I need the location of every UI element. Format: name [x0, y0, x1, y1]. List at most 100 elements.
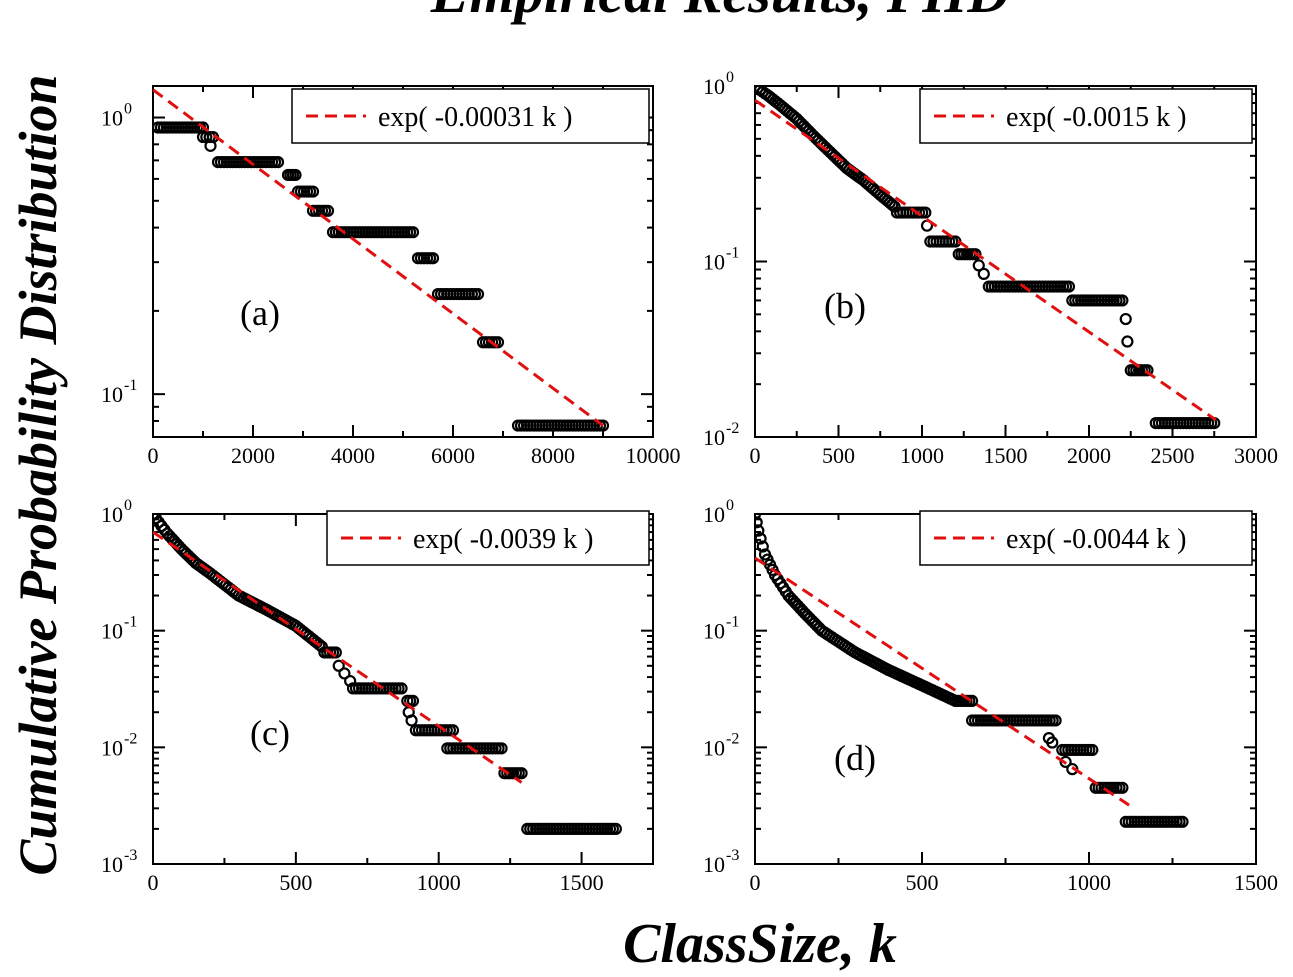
x-tick-label: 1000 [1067, 870, 1111, 895]
x-tick-label: 0 [750, 870, 761, 895]
x-tick-label: 3000 [1234, 443, 1278, 468]
data-point [596, 419, 610, 432]
x-tick-label: 8000 [531, 443, 575, 468]
y-tick-exponent: -3 [726, 847, 739, 864]
data-series [153, 121, 610, 432]
y-tick-exponent: 0 [124, 101, 132, 118]
y-axis-label: Cumulative Probability Distribution [8, 74, 68, 875]
panel-label: (c) [250, 713, 290, 753]
y-tick-exponent: 0 [726, 69, 734, 86]
y-tick-label: 10 [101, 382, 123, 407]
data-point [471, 287, 485, 301]
y-tick-label: 10 [703, 735, 725, 760]
data-point [1062, 280, 1076, 293]
data-point [1141, 364, 1154, 377]
fit-line [153, 88, 604, 427]
x-tick-label: 500 [822, 443, 855, 468]
panel-label: (b) [824, 286, 866, 326]
x-tick-label: 500 [906, 870, 939, 895]
x-tick-label: 0 [148, 443, 159, 468]
data-point [406, 226, 420, 239]
legend-label: exp( -0.00031 k ) [378, 102, 572, 133]
x-tick-label: 1500 [560, 870, 604, 895]
data-point [1059, 755, 1072, 769]
data-point [289, 168, 302, 182]
x-tick-label: 0 [148, 870, 159, 895]
legend-label: exp( -0.0039 k ) [413, 524, 593, 555]
fit-line [153, 530, 523, 784]
y-tick-exponent: -1 [726, 245, 739, 262]
data-point [495, 742, 508, 755]
data-point [395, 682, 408, 695]
y-tick-exponent: -1 [726, 614, 739, 631]
x-tick-label: 2000 [1067, 443, 1111, 468]
y-tick-label: 10 [101, 619, 123, 644]
data-point [969, 248, 982, 261]
y-tick-label: 10 [703, 425, 725, 450]
data-point [1049, 714, 1062, 727]
data-point [977, 267, 990, 280]
data-point [271, 155, 285, 169]
x-tick-label: 10000 [626, 443, 681, 468]
y-tick-exponent: -2 [726, 730, 739, 747]
x-tick-label: 1500 [1234, 870, 1278, 895]
data-point [332, 659, 345, 672]
data-point [965, 694, 979, 708]
data-point [306, 185, 320, 198]
data-point [1176, 815, 1189, 828]
data-point [204, 139, 217, 152]
x-axis-label: ClassSize, k [623, 913, 897, 975]
data-point [756, 540, 769, 553]
fit-line [755, 98, 1217, 422]
data-point [344, 674, 357, 688]
data-series [755, 514, 1189, 828]
data-point [426, 252, 440, 265]
fit-line [755, 556, 1130, 807]
y-tick-exponent: 0 [726, 497, 734, 514]
x-tick-label: 6000 [431, 443, 475, 468]
y-tick-label: 10 [703, 74, 725, 99]
data-point [755, 516, 763, 529]
legend-label: exp( -0.0015 k ) [1006, 102, 1186, 133]
y-tick-exponent: -3 [124, 847, 137, 864]
data-point [1116, 294, 1129, 307]
panel-label: (a) [240, 293, 280, 333]
data-point [1119, 312, 1132, 326]
x-tick-label: 2000 [231, 443, 275, 468]
y-tick-exponent: -1 [124, 614, 137, 631]
x-tick-label: 500 [279, 870, 312, 895]
x-tick-label: 0 [750, 443, 761, 468]
x-tick-label: 4000 [331, 443, 375, 468]
y-tick-label: 10 [703, 250, 725, 275]
y-tick-label: 10 [101, 502, 123, 527]
data-point [609, 822, 622, 835]
y-tick-exponent: 0 [124, 497, 132, 514]
legend-label: exp( -0.0044 k ) [1006, 524, 1186, 555]
data-point [405, 714, 418, 727]
y-tick-label: 10 [703, 619, 725, 644]
y-tick-label: 10 [101, 735, 123, 760]
data-point [755, 532, 767, 545]
x-tick-label: 1000 [417, 870, 461, 895]
y-tick-exponent: -2 [124, 730, 137, 747]
plot-frame [754, 513, 1257, 865]
y-tick-label: 10 [703, 852, 725, 877]
data-point [1086, 743, 1099, 757]
figure-title: Empirical Results, PHD [430, 0, 1009, 25]
data-point [755, 524, 765, 537]
x-tick-label: 2500 [1151, 443, 1195, 468]
data-point [321, 204, 335, 217]
y-tick-label: 10 [101, 852, 123, 877]
data-point [338, 667, 351, 680]
x-tick-label: 1500 [984, 443, 1028, 468]
data-point [406, 694, 420, 708]
data-point [1046, 736, 1059, 749]
y-tick-exponent: -1 [124, 377, 137, 394]
data-point [1116, 781, 1129, 794]
y-tick-label: 10 [703, 502, 725, 527]
panel-label: (d) [834, 738, 876, 778]
